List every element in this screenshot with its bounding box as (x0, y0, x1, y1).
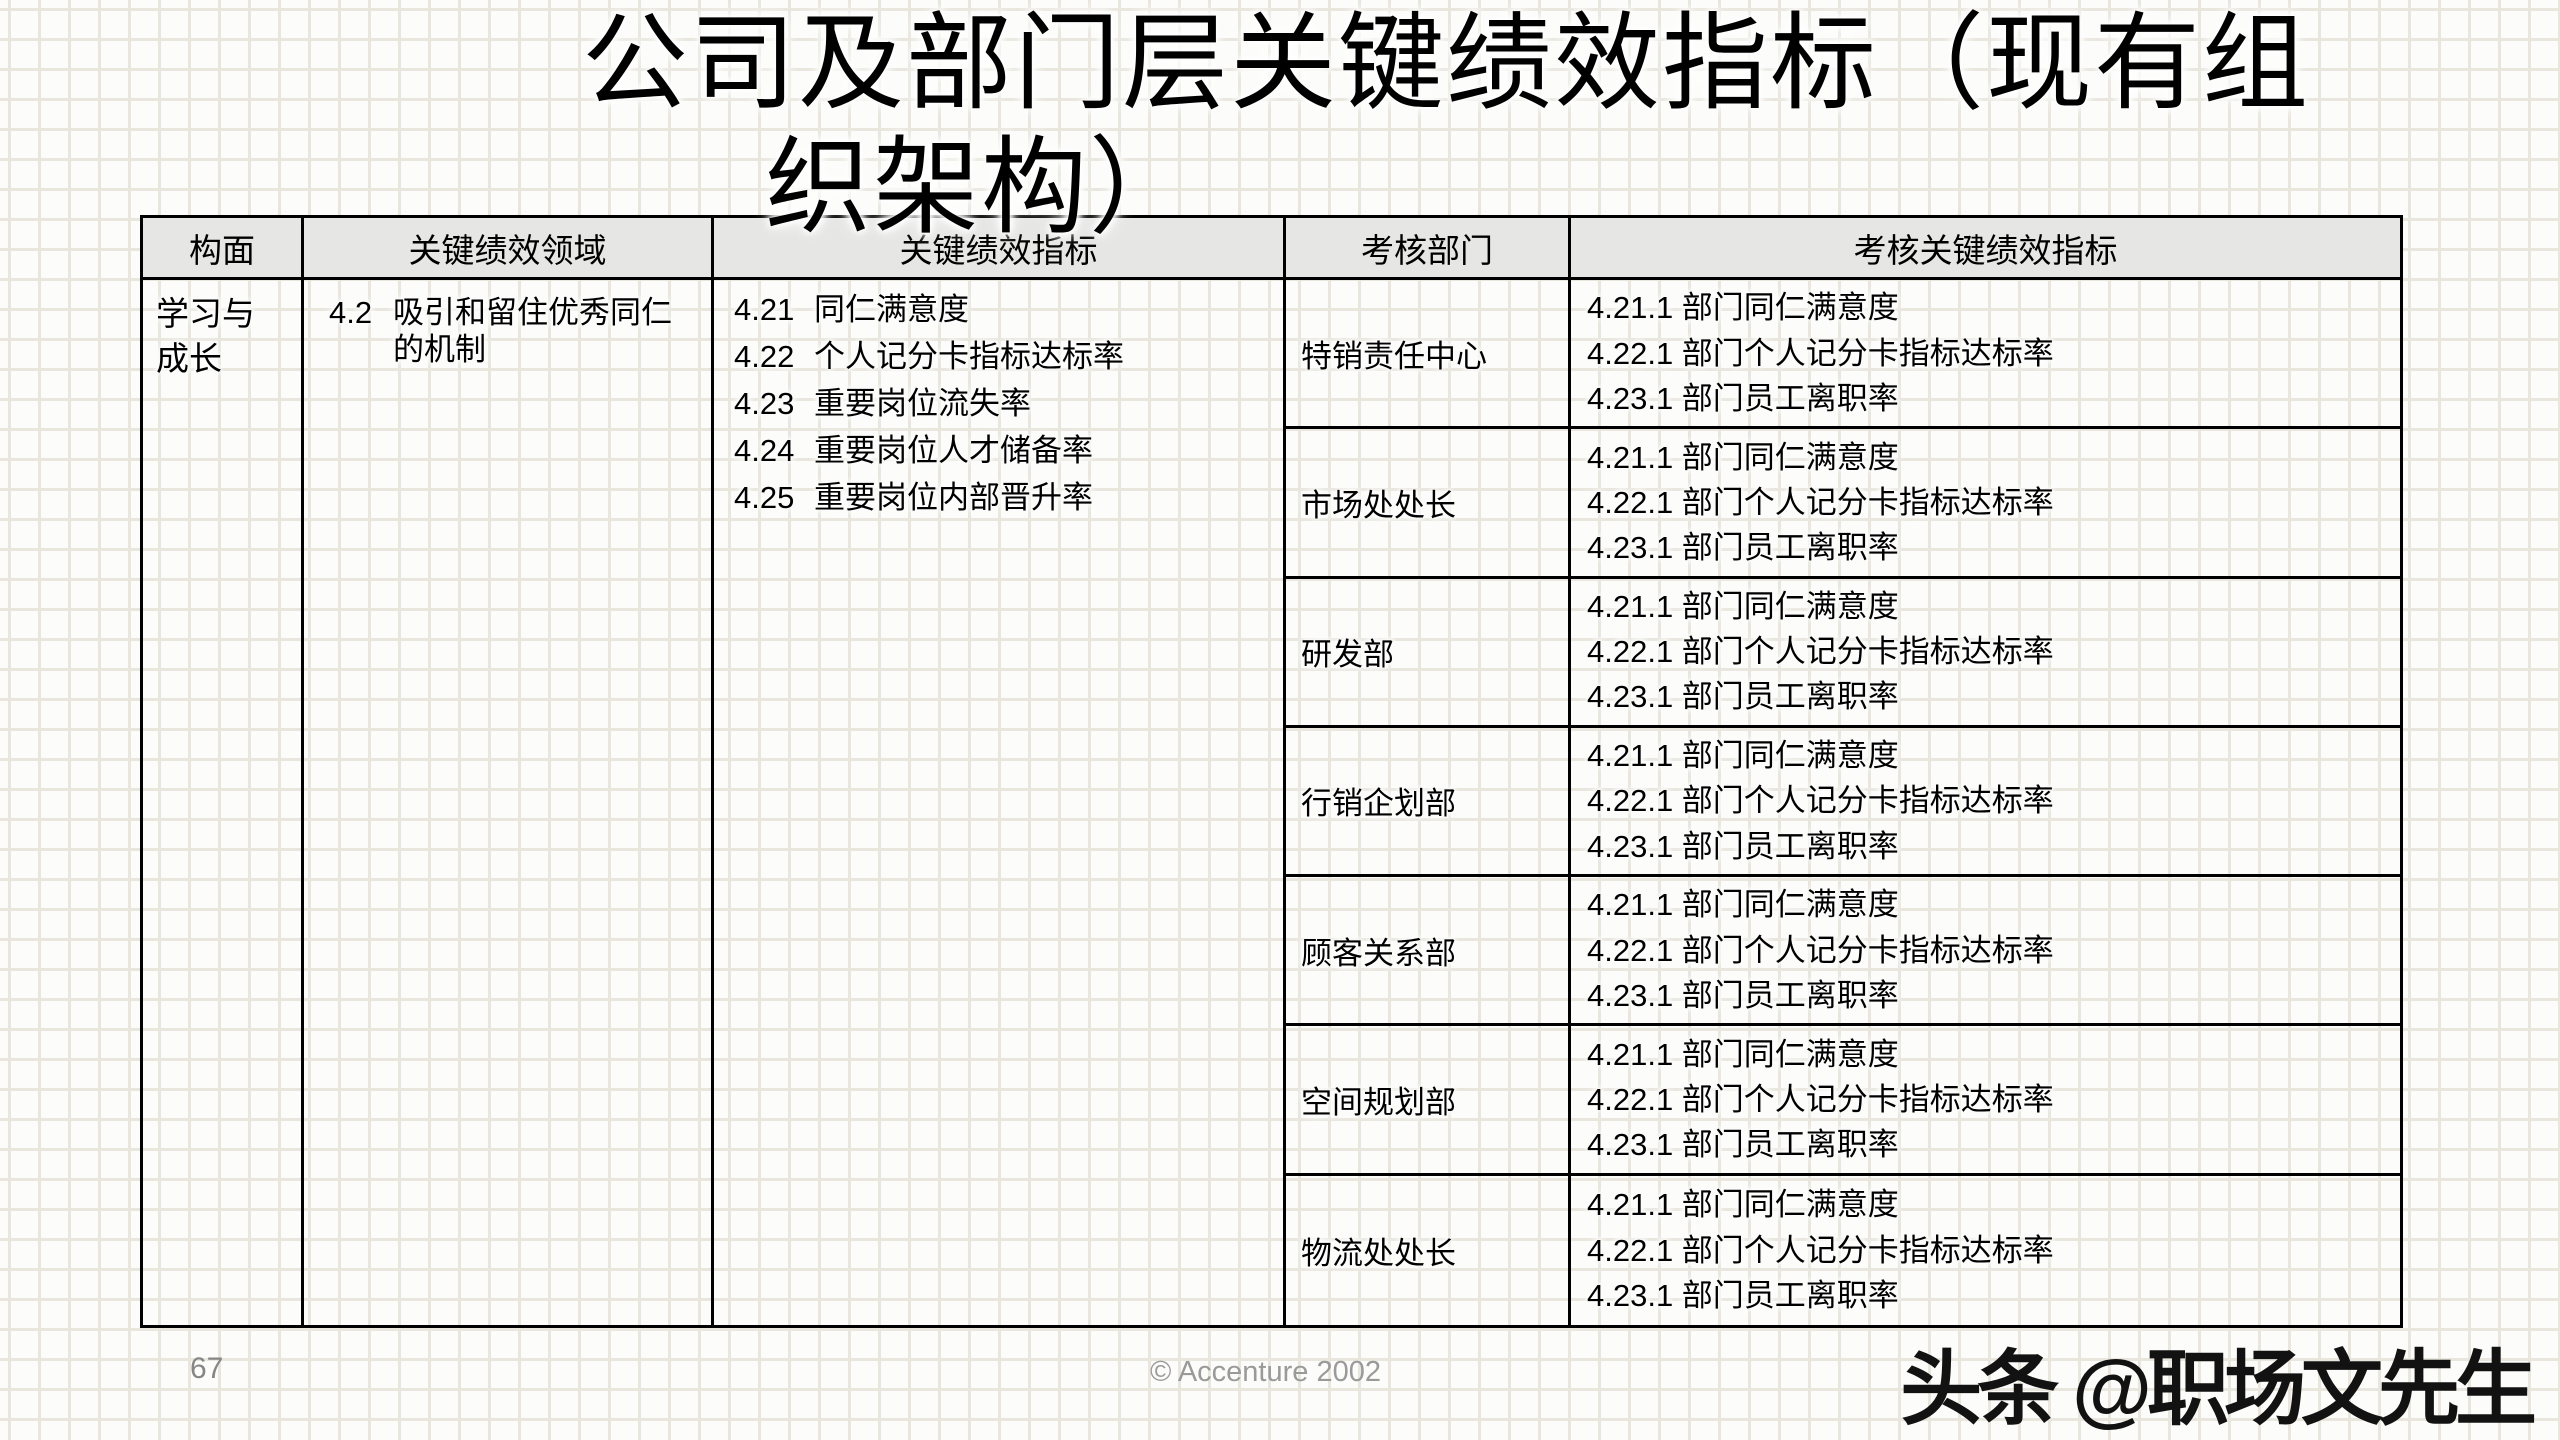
department-kpi-line: 4.22.1 部门个人记分卡指标达标率 (1587, 484, 2054, 520)
department-kpi-line: 4.21.1 部门同仁满意度 (1587, 439, 1899, 475)
kpi-number: 4.23 (734, 386, 795, 421)
page-title-line-2: 织架构） (765, 129, 1197, 247)
kpi-number: 4.22 (734, 339, 795, 374)
header-assessed-department: 考核部门 (1286, 218, 1571, 280)
department-kpi-cell: 4.21.1 部门同仁满意度 4.22.1 部门个人记分卡指标达标率 4.23.… (1571, 877, 2400, 1027)
kpi-table: 构面 关键绩效领域 关键绩效指标 考核部门 考核关键绩效指标 学习与 成长 4.… (140, 215, 2403, 1328)
dimension-cell: 学习与 成长 (143, 280, 304, 1325)
department-cell: 研发部 (1286, 578, 1571, 728)
watermark-text: 头条 @职场文先生 (1900, 1344, 2537, 1435)
key-performance-area-cell: 4.2 吸引和留住优秀同仁 的机制 (304, 280, 714, 1325)
department-kpi-line: 4.21.1 部门同仁满意度 (1587, 588, 1899, 624)
department-cell: 特销责任中心 (1286, 280, 1571, 430)
department-kpi-line: 4.23.1 部门员工离职率 (1587, 977, 1899, 1013)
kpi-item: 4.25 重要岗位内部晋升率 (734, 482, 1273, 513)
department-cell: 物流处处长 (1286, 1175, 1571, 1325)
kpi-list-cell: 4.21 同仁满意度 4.22 个人记分卡指标达标率 4.23 重要岗位流失率 … (714, 280, 1286, 1325)
kpi-label: 重要岗位内部晋升率 (814, 480, 1093, 515)
department-kpi-line: 4.22.1 部门个人记分卡指标达标率 (1587, 335, 2054, 371)
header-key-performance-area: 关键绩效领域 (304, 218, 714, 280)
department-kpi-line: 4.22.1 部门个人记分卡指标达标率 (1587, 1081, 2054, 1117)
department-kpi-line: 4.23.1 部门员工离职率 (1587, 1277, 1899, 1313)
kpi-number: 4.25 (734, 480, 795, 515)
kpa-number: 4.2 (329, 295, 373, 330)
department-kpi-line: 4.23.1 部门员工离职率 (1587, 1127, 1899, 1163)
kpi-number: 4.24 (734, 433, 795, 468)
page-title-line-1: 公司及部门层关键绩效指标（现有组 (582, 5, 2310, 123)
kpi-item: 4.22 个人记分卡指标达标率 (734, 341, 1273, 372)
copyright-text: © Accenture 2002 (1150, 1356, 1381, 1388)
department-cell: 空间规划部 (1286, 1026, 1571, 1176)
department-kpi-line: 4.23.1 部门员工离职率 (1587, 380, 1899, 416)
kpi-label: 重要岗位流失率 (814, 386, 1031, 421)
kpi-item: 4.24 重要岗位人才储备率 (734, 435, 1273, 466)
dimension-line-1: 学习与 (156, 295, 255, 332)
department-kpi-line: 4.22.1 部门个人记分卡指标达标率 (1587, 932, 2054, 968)
department-kpi-cell: 4.21.1 部门同仁满意度 4.22.1 部门个人记分卡指标达标率 4.23.… (1571, 579, 2400, 728)
department-kpi-cell: 4.21.1 部门同仁满意度 4.22.1 部门个人记分卡指标达标率 4.23.… (1571, 728, 2400, 878)
department-kpi-line: 4.21.1 部门同仁满意度 (1587, 887, 1899, 923)
department-cell: 行销企划部 (1286, 727, 1571, 878)
department-kpi-line: 4.21.1 部门同仁满意度 (1587, 738, 1899, 774)
department-kpi-line: 4.23.1 部门员工离职率 (1587, 530, 1899, 566)
kpa-line-1: 4.2 吸引和留住优秀同仁 (329, 294, 701, 331)
kpi-label: 同仁满意度 (814, 292, 969, 327)
department-kpi-cell: 4.21.1 部门同仁满意度 4.22.1 部门个人记分卡指标达标率 4.23.… (1571, 280, 2400, 430)
department-kpi-line: 4.21.1 部门同仁满意度 (1587, 1036, 1899, 1072)
department-cell: 市场处处长 (1286, 429, 1571, 579)
header-assessed-kpi: 考核关键绩效指标 (1571, 218, 2400, 280)
kpi-item: 4.23 重要岗位流失率 (734, 388, 1273, 419)
department-kpi-line: 4.23.1 部门员工离职率 (1587, 828, 1899, 864)
department-kpi-line: 4.22.1 部门个人记分卡指标达标率 (1587, 783, 2054, 819)
header-dimension: 构面 (143, 218, 304, 280)
department-kpi-cell: 4.21.1 部门同仁满意度 4.22.1 部门个人记分卡指标达标率 4.23.… (1571, 429, 2400, 579)
department-cell: 顾客关系部 (1286, 877, 1571, 1027)
header-key-performance-indicator: 关键绩效指标 (714, 218, 1286, 280)
kpi-label: 个人记分卡指标达标率 (814, 339, 1124, 374)
department-kpi-line: 4.21.1 部门同仁满意度 (1587, 1187, 1899, 1223)
kpa-text: 吸引和留住优秀同仁 (393, 295, 672, 330)
department-kpi-line: 4.22.1 部门个人记分卡指标达标率 (1587, 634, 2054, 670)
department-kpi-line: 4.23.1 部门员工离职率 (1587, 679, 1899, 715)
kpi-number: 4.21 (734, 292, 795, 327)
kpi-item: 4.21 同仁满意度 (734, 294, 1273, 325)
department-kpi-line: 4.21.1 部门同仁满意度 (1587, 290, 1899, 326)
kpi-label: 重要岗位人才储备率 (814, 433, 1093, 468)
department-kpi-cell: 4.21.1 部门同仁满意度 4.22.1 部门个人记分卡指标达标率 4.23.… (1571, 1176, 2400, 1325)
kpa-line-2: 的机制 (393, 332, 486, 368)
department-kpi-cell: 4.21.1 部门同仁满意度 4.22.1 部门个人记分卡指标达标率 4.23.… (1571, 1026, 2400, 1176)
dimension-line-2: 成长 (156, 339, 222, 377)
department-kpi-line: 4.22.1 部门个人记分卡指标达标率 (1587, 1232, 2054, 1268)
page-number: 67 (190, 1352, 224, 1385)
